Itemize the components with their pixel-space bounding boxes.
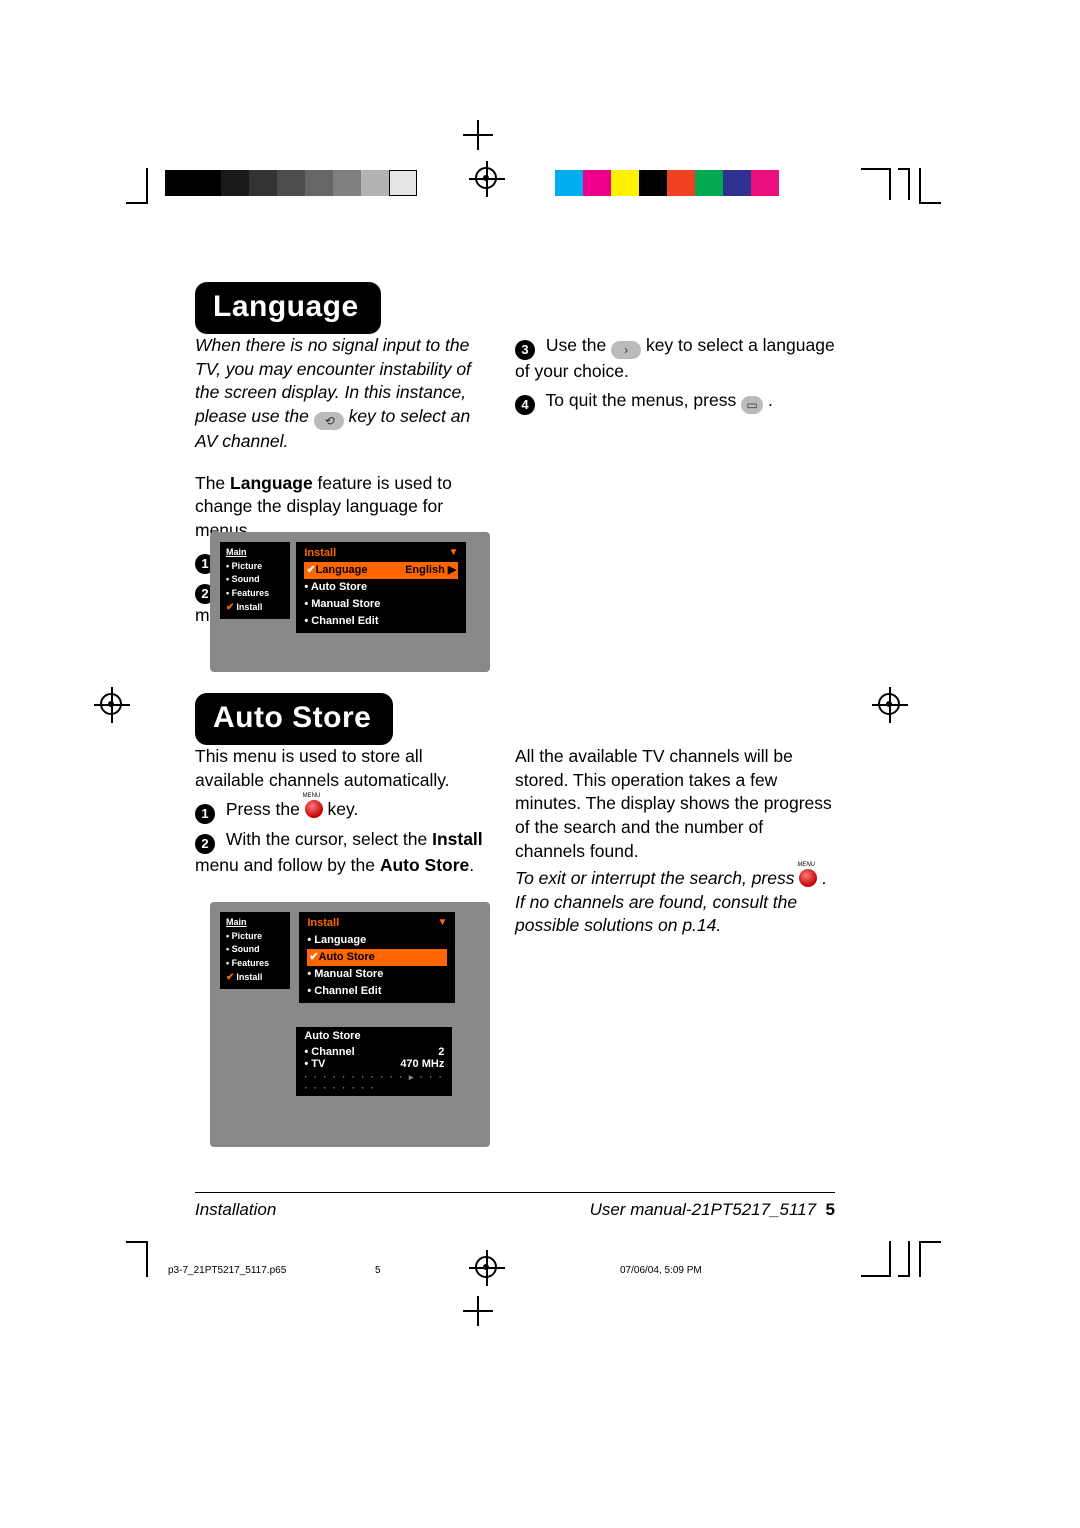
language-step3: 3 Use the › key to select a language of … (515, 334, 835, 383)
step-badge-3: 3 (515, 340, 535, 360)
footer-section: Installation (195, 1200, 276, 1220)
autostore-exit: To exit or interrupt the search, press .… (515, 867, 835, 938)
autostore-desc: This menu is used to store all available… (195, 745, 495, 792)
section-title-language: Language (195, 282, 381, 334)
greyscale-bar (165, 170, 417, 196)
osd-language: Main Picture Sound Features Install Inst… (210, 532, 490, 672)
section-title-autostore: Auto Store (195, 693, 393, 745)
progress-dots: · · · · · · · · · · · ▸ · · · · · · · · … (304, 1072, 444, 1093)
crop-corner-tr (861, 168, 891, 200)
meta-filename: p3-7_21PT5217_5117.p65 (168, 1265, 286, 1276)
osd-lang-sel: ✔Language English ▶ (304, 562, 458, 579)
as-step-badge-1: 1 (195, 804, 215, 824)
autostore-step1: 1 Press the key. (195, 798, 495, 824)
osd-auto-right: Install Language ✔Auto Store Manual Stor… (299, 912, 455, 1003)
osd-auto-sel: ✔Auto Store (307, 949, 447, 966)
color-bar (555, 170, 779, 196)
footer-rule (195, 1192, 835, 1193)
exit-key-icon: ▭ (741, 396, 763, 414)
osd-lang-left: Main Picture Sound Features Install (220, 542, 290, 619)
autostore-step2: 2 With the cursor, select the Install me… (195, 828, 495, 877)
osd-autostore: Main Picture Sound Features Install Inst… (210, 902, 490, 1147)
crop-cross-bottom (463, 1296, 493, 1326)
language-step4: 4 To quit the menus, press ▭ . (515, 389, 835, 415)
reg-target-right (878, 693, 900, 715)
footer-manual: User manual-21PT5217_5117 5 (590, 1200, 835, 1220)
crop-corner-bl (126, 1241, 148, 1277)
reg-target-top (475, 167, 497, 189)
reg-target-left (100, 693, 122, 715)
meta-datetime: 07/06/04, 5:09 PM (620, 1265, 702, 1276)
crop-corner-br2 (898, 1241, 910, 1277)
crop-corner-tl-inner (126, 168, 148, 204)
meta-filepage: 5 (375, 1265, 381, 1276)
av-key-icon: ⟲ (314, 412, 344, 430)
osd-auto-sub: Auto Store Channel2 TV470 MHz · · · · · … (296, 1027, 452, 1096)
right-key-icon: › (611, 341, 641, 359)
osd-lang-right: Install ✔Language English ▶ Auto Store M… (296, 542, 466, 633)
reg-target-bottom (475, 1256, 497, 1278)
menu-key-icon-2 (305, 800, 323, 818)
as-step-badge-2: 2 (195, 834, 215, 854)
language-intro: When there is no signal input to the TV,… (195, 334, 495, 454)
crop-cross-top (463, 120, 493, 150)
menu-key-icon-3 (799, 869, 817, 887)
crop-corner-tr2 (898, 168, 910, 200)
crop-corner-br-inner (919, 1241, 941, 1277)
crop-corner-tr-inner (919, 168, 941, 204)
autostore-right-para: All the available TV channels will be st… (515, 745, 835, 863)
step-badge-4: 4 (515, 395, 535, 415)
osd-auto-left: Main Picture Sound Features Install (220, 912, 290, 989)
crop-corner-br (861, 1241, 891, 1277)
